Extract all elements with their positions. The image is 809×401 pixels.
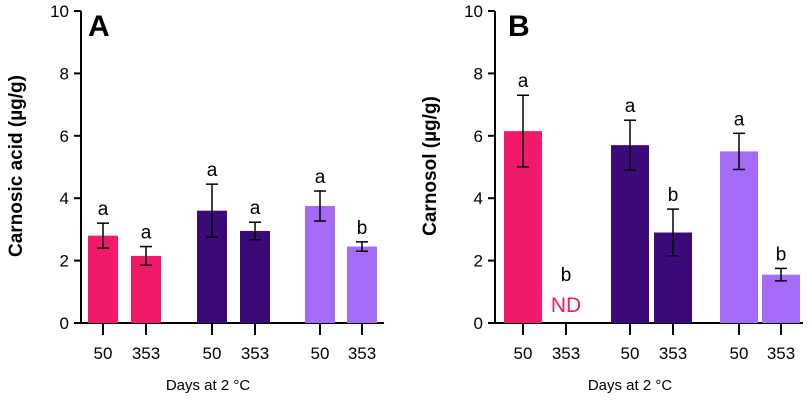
- y-tick-label: 10: [50, 2, 69, 21]
- x-tick-label: 353: [552, 344, 580, 363]
- bar: [720, 151, 758, 323]
- y-tick-label: 4: [474, 189, 483, 208]
- x-tick-label: 50: [203, 344, 222, 363]
- significance-letter: a: [207, 160, 218, 181]
- significance-letter: a: [250, 198, 261, 219]
- significance-letter: b: [357, 218, 368, 239]
- bar: [305, 206, 335, 323]
- y-tick-label: 6: [60, 127, 69, 146]
- x-tick-label: 353: [659, 344, 687, 363]
- nd-label: ND: [551, 294, 581, 317]
- significance-letter: a: [141, 223, 152, 244]
- significance-letter: a: [625, 96, 636, 117]
- significance-letter: a: [98, 199, 109, 220]
- x-tick-label: 50: [94, 344, 113, 363]
- x-tick-label: 353: [767, 344, 795, 363]
- y-tick-label: 10: [464, 2, 483, 21]
- x-tick-label: 50: [514, 344, 533, 363]
- panel-a: A Carnosic acid (µg/g) Days at 2 °C 0 2 4 6…: [6, 2, 384, 394]
- bar: [88, 235, 118, 323]
- panel-label: B: [508, 10, 530, 43]
- y-tick-label: 4: [60, 189, 69, 208]
- y-tick-label: 8: [60, 64, 69, 83]
- x-axis-title: Days at 2 °C: [166, 377, 251, 394]
- y-tick-label: 0: [60, 314, 69, 333]
- plot-area: 0 2 4 6 8 10 50 a 353 a 50 a 353 a 50 a 353 b: [50, 2, 384, 363]
- panel-b: B Carnosol (µg/g) Days at 2 °C 0 2 4 6 8 10 50…: [420, 2, 803, 394]
- y-tick-label: 8: [474, 64, 483, 83]
- x-tick-label: 50: [311, 344, 330, 363]
- panel-label: A: [88, 10, 110, 43]
- significance-letter: a: [315, 167, 326, 188]
- significance-letter: a: [734, 109, 745, 130]
- y-tick-label: 2: [60, 252, 69, 271]
- significance-letter: a: [518, 71, 529, 92]
- x-tick-label: 353: [241, 344, 269, 363]
- bar: [240, 230, 270, 323]
- y-tick-label: 6: [474, 127, 483, 146]
- significance-letter: b: [776, 244, 787, 265]
- x-tick-label: 50: [621, 344, 640, 363]
- plot-area: 0 2 4 6 8 10 50 a 353 ND b 50 a 353 b 50 a 353 b: [464, 2, 803, 363]
- bar: [131, 255, 161, 323]
- y-axis-title: Carnosic acid (µg/g): [6, 75, 27, 257]
- bar: [347, 246, 377, 323]
- significance-letter: b: [561, 265, 572, 286]
- x-axis-title: Days at 2 °C: [588, 377, 673, 394]
- x-tick-label: 50: [730, 344, 749, 363]
- significance-letter: b: [668, 185, 679, 206]
- bar: [762, 274, 800, 323]
- y-tick-label: 2: [474, 252, 483, 271]
- x-tick-label: 353: [132, 344, 160, 363]
- y-tick-label: 0: [474, 314, 483, 333]
- bar: [611, 145, 649, 323]
- y-axis-title: Carnosol (µg/g): [420, 96, 441, 236]
- x-tick-label: 353: [348, 344, 376, 363]
